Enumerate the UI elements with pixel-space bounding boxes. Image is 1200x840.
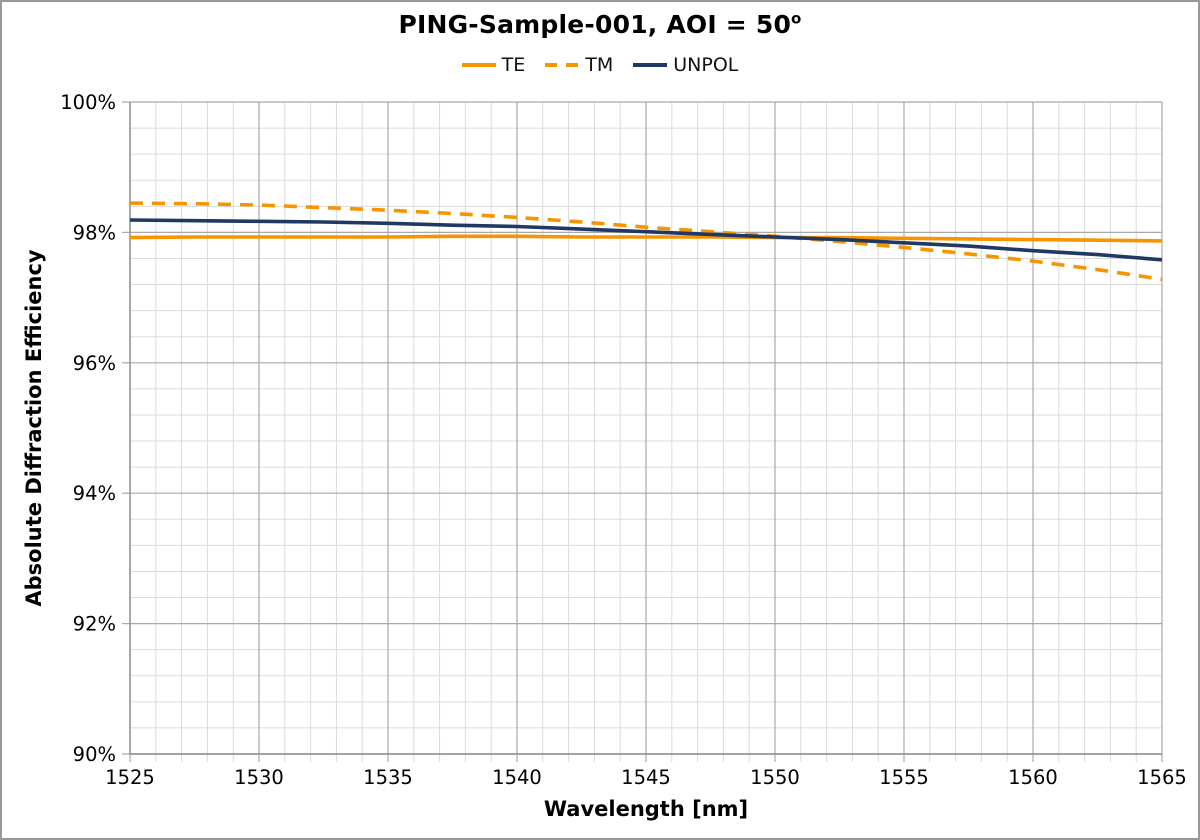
x-tick-label: 1550 [750, 766, 800, 789]
x-tick-label: 1555 [879, 766, 929, 789]
legend-label-tm: TM [585, 54, 614, 76]
y-tick-label: 100% [60, 91, 116, 114]
x-tick-label: 1565 [1137, 766, 1187, 789]
chart-title-degree-sup: o [791, 9, 802, 28]
x-axis-title: Wavelength [nm] [543, 797, 749, 821]
te-line-swatch-icon [461, 63, 496, 67]
legend-label-unpol: UNPOL [673, 54, 739, 76]
x-tick-label: 1530 [234, 766, 284, 789]
x-tick-label: 1560 [1008, 766, 1058, 789]
plot-gridlines [122, 101, 1163, 762]
legend-label-te: TE [501, 54, 526, 76]
legend-item-tm: TM [545, 54, 613, 76]
legend-item-unpol: UNPOL [633, 54, 738, 76]
y-tick-label: 92% [73, 613, 116, 636]
x-tick-label: 1545 [621, 766, 671, 789]
x-tick-label: 1540 [492, 766, 542, 789]
y-tick-label: 96% [73, 352, 116, 375]
chart-title: PING-Sample-001, AOI = 50o [2, 10, 1198, 39]
x-tick-label: 1525 [105, 766, 155, 789]
chart-title-text: PING-Sample-001, AOI = 50 [398, 10, 792, 39]
x-tick-label: 1535 [363, 766, 413, 789]
axis-tick-labels: 1525 1530 1535 1540 1545 1550 1555 1560 1565 90% 9… [60, 91, 1187, 789]
legend-item-te: TE [461, 54, 526, 76]
y-tick-label: 98% [73, 221, 116, 244]
series-line-unpol [129, 218, 1163, 262]
series-line-tm [129, 201, 1163, 282]
tm-dashed-line-swatch-icon [545, 63, 580, 67]
y-tick-label: 94% [73, 482, 116, 505]
unpol-line-swatch-icon [633, 63, 668, 67]
y-tick-label: 90% [73, 743, 116, 766]
series-lines [129, 201, 1163, 282]
series-line-te [129, 234, 1163, 243]
legend: TE TM UNPOL [2, 54, 1198, 76]
